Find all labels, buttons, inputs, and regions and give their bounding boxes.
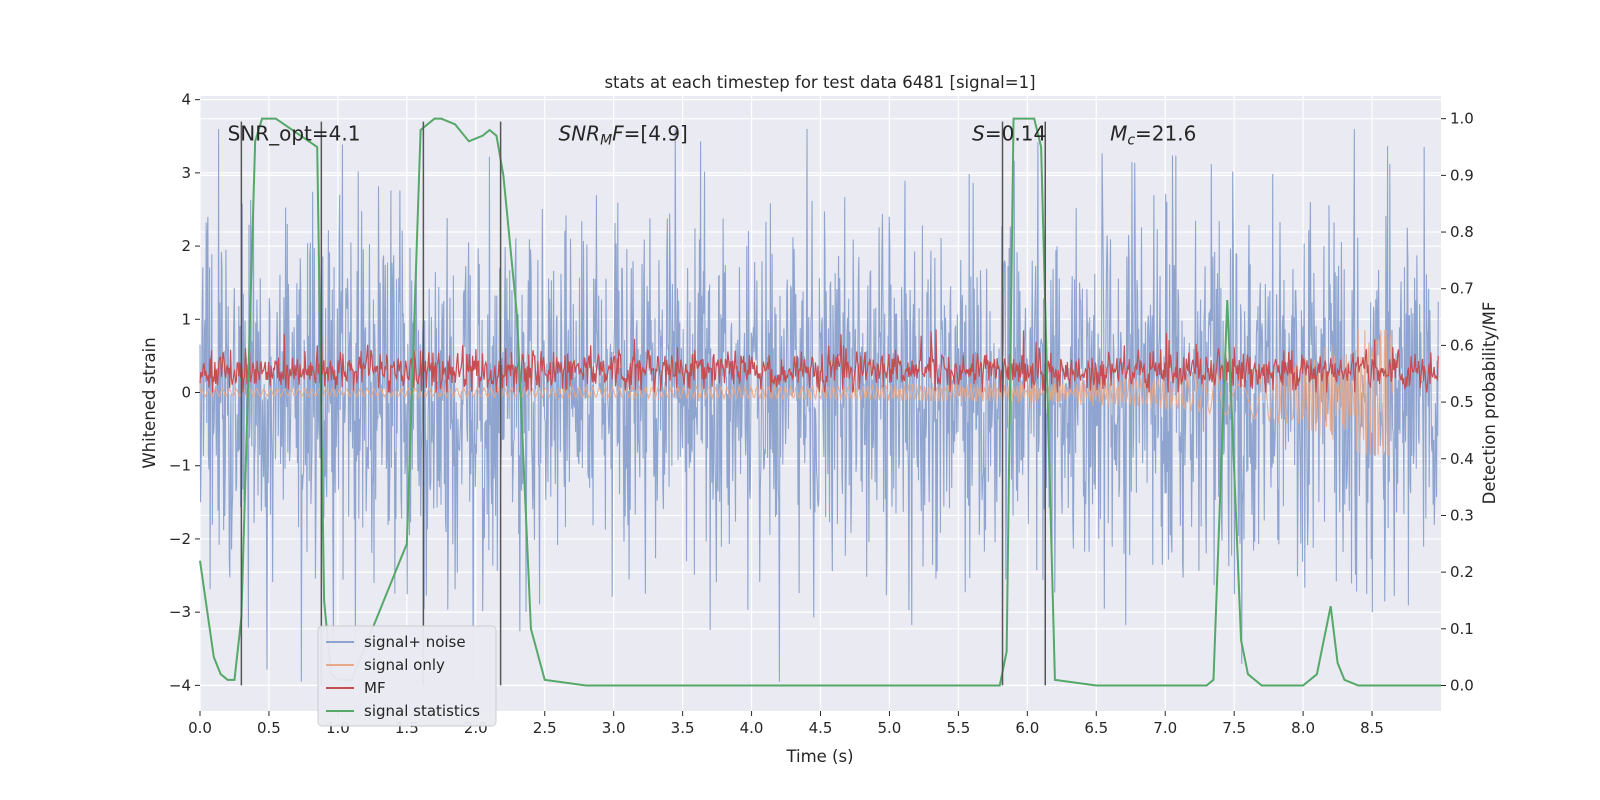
y-right-tick-label: 0.2 [1450, 563, 1474, 581]
y-right-tick-label: 1.0 [1450, 110, 1474, 128]
grid [199, 96, 1441, 711]
y-right-tick-label: 0.3 [1450, 506, 1474, 524]
x-tick-label: 6.5 [1084, 719, 1108, 737]
x-tick-label: 4.5 [809, 719, 833, 737]
chart-title: stats at each timestep for test data 648… [604, 73, 1035, 92]
x-tick-label: 8.0 [1291, 719, 1315, 737]
x-tick-label: 7.5 [1222, 719, 1246, 737]
x-tick-label: 0.0 [188, 719, 212, 737]
x-axis-label: Time (s) [785, 747, 853, 766]
y-tick-label: 3 [181, 164, 191, 182]
y-right-tick-label: 0.7 [1450, 280, 1474, 298]
vertical-lines [240, 121, 1047, 686]
y-right-tick-label: 0.0 [1450, 676, 1474, 694]
y-tick-label: 1 [181, 310, 191, 328]
y-tick-label: 0 [181, 384, 191, 402]
y-tick-label: 4 [181, 91, 191, 109]
series-mf [199, 328, 1439, 393]
annotations: SNR_opt=4.1 SNRMF=[4.9] S=0.14 Mc=21.6 [228, 122, 1197, 149]
legend-label: MF [364, 679, 386, 697]
y-right-tick-label: 0.6 [1450, 336, 1474, 354]
y-tick-label: −4 [169, 676, 191, 694]
x-tick-label: 5.5 [946, 719, 970, 737]
y-right-tick-label: 0.4 [1450, 450, 1474, 468]
annotation-3: Mc=21.6 [1110, 122, 1196, 149]
y-tick-label: −2 [169, 530, 191, 548]
y-tick-label: −1 [169, 457, 191, 475]
x-tick-label: 5.0 [878, 719, 902, 737]
y-right-tick-label: 0.8 [1450, 223, 1474, 241]
x-tick-label: 8.5 [1360, 719, 1384, 737]
series-signal-only [199, 329, 1394, 456]
x-tick-label: 3.0 [602, 719, 626, 737]
annotation-1: SNRMF=[4.9] [559, 122, 688, 149]
y-right-tick-label: 0.5 [1450, 393, 1474, 411]
y-right-tick-label: 0.1 [1450, 620, 1474, 638]
annotation-0: SNR_opt=4.1 [228, 122, 361, 146]
x-tick-label: 2.5 [533, 719, 557, 737]
series-signal-statistics [199, 117, 1441, 687]
x-tick-label: 0.5 [257, 719, 281, 737]
x-tick-label: 4.0 [740, 719, 764, 737]
annotation-2: S=0.14 [972, 122, 1046, 146]
series-group [199, 117, 1441, 687]
x-tick-label: 7.0 [1153, 719, 1177, 737]
y-tick-label: −3 [169, 603, 191, 621]
y-axis-label: Whitened strain [140, 337, 159, 468]
legend-label: signal+ noise [364, 633, 466, 651]
x-tick-label: 6.0 [1015, 719, 1039, 737]
legend-label: signal only [364, 656, 445, 674]
legend: signal+ noise signal only MF signal statist… [317, 625, 497, 727]
y-axis-label-right: Detection probability/MF [1480, 302, 1499, 505]
y-tick-label: 2 [181, 237, 191, 255]
x-tick-label: 3.5 [671, 719, 695, 737]
legend-label: signal statistics [364, 702, 480, 720]
ticks: 0.0 0.5 1.0 1.5 2.0 2.5 3.0 3.5 4.0 4.5 5.0 5.5 6.0 6… [169, 91, 1474, 737]
legend-box [317, 625, 497, 727]
y-right-tick-label: 0.9 [1450, 166, 1474, 184]
